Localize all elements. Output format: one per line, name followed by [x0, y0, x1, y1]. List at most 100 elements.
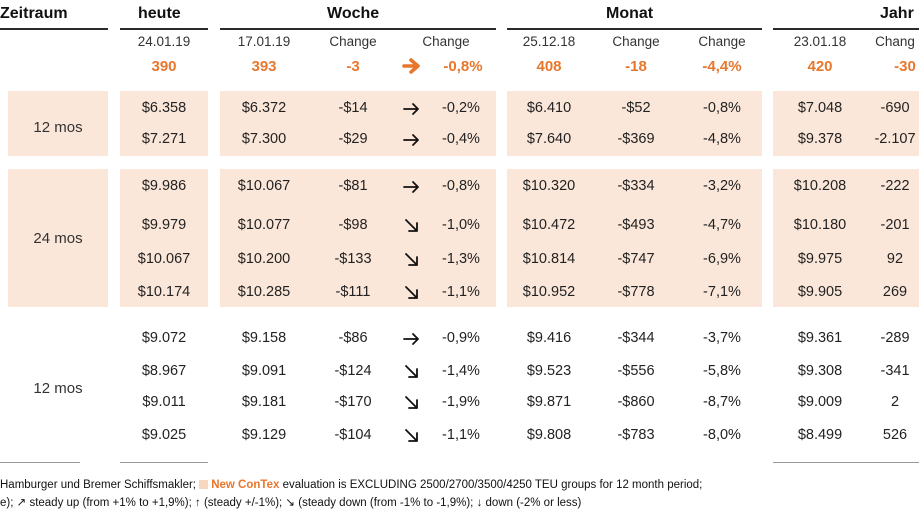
header-woche: Woche: [327, 5, 380, 22]
cell-heute: $7.271: [141, 131, 187, 147]
cell-m-abs: -$344: [617, 330, 655, 346]
cell-w-abs: -$81: [338, 178, 368, 194]
right-arrow-icon: [402, 177, 422, 202]
band-g2-woche: [220, 169, 496, 307]
band-g1-heute: [120, 91, 208, 156]
cell-w-abs: -$29: [338, 131, 368, 147]
cell-m-val: $9.808: [526, 427, 572, 443]
monat-change-abs-label: Change: [612, 34, 660, 49]
band-g1-woche: [220, 91, 496, 156]
header-zeitraum: Zeitraum: [0, 5, 68, 22]
cell-j-abs: 92: [886, 251, 904, 267]
cell-j-abs: 526: [882, 427, 908, 443]
cell-m-pct: -4,8%: [703, 131, 741, 147]
cell-w-val: $10.200: [237, 251, 291, 267]
index-monat-value: 408: [536, 58, 562, 75]
band-g1-jahr: [773, 91, 919, 156]
cell-heute: $10.174: [137, 284, 191, 300]
cell-w-abs: -$111: [335, 284, 371, 300]
cell-w-pct: -1,3%: [442, 251, 480, 267]
footer-brand: New ConTex: [211, 479, 280, 491]
cell-w-val: $7.300: [241, 131, 287, 147]
cell-j-val: $9.975: [797, 251, 843, 267]
cell-heute: $6.358: [141, 100, 187, 116]
band-g1-monat: [507, 91, 762, 156]
cell-m-val: $9.416: [526, 330, 572, 346]
bottom-rule-zeitraum: [0, 462, 80, 463]
footer-source: Hamburger und Bremer Schiffsmakler;: [0, 479, 196, 491]
right-arrow-icon: [402, 99, 422, 124]
header-rule-monat: [507, 28, 762, 30]
cell-heute: $9.011: [142, 394, 186, 410]
cell-m-pct: -8,7%: [703, 394, 741, 410]
cell-m-val: $9.871: [526, 394, 572, 410]
cell-w-pct: -0,8%: [442, 178, 480, 194]
band-g2-monat: [507, 169, 762, 307]
header-rule-woche: [220, 28, 496, 30]
cell-j-val: $7.048: [797, 100, 843, 116]
cell-m-abs: -$783: [617, 427, 655, 443]
cell-heute: $9.986: [141, 178, 187, 194]
band-g2-jahr: [773, 169, 919, 307]
monat-change-pct-label: Change: [698, 34, 746, 49]
cell-m-abs: -$52: [621, 100, 651, 116]
cell-w-val: $9.181: [241, 394, 287, 410]
cell-j-abs: -222: [880, 178, 910, 194]
cell-heute: $9.025: [141, 427, 187, 443]
index-woche-abs: -3: [346, 58, 360, 75]
cell-w-val: $9.158: [241, 330, 287, 346]
cell-m-pct: -8,0%: [703, 427, 741, 443]
index-monat-abs: -18: [625, 58, 647, 75]
cell-j-val: $8.499: [797, 427, 843, 443]
cell-m-abs: -$493: [617, 217, 655, 233]
cell-m-abs: -$556: [617, 363, 655, 379]
cell-w-pct: -1,1%: [442, 427, 480, 443]
down-right-arrow-icon: [402, 362, 422, 387]
band-g1-zeitraum: [8, 91, 108, 156]
cell-w-pct: -0,9%: [442, 330, 480, 346]
cell-w-abs: -$14: [338, 100, 368, 116]
cell-j-abs: -2.107: [874, 131, 916, 147]
cell-j-abs: 269: [882, 284, 908, 300]
index-monat-pct: -4,4%: [702, 58, 742, 75]
index-jahr-abs: -30: [894, 58, 916, 75]
bottom-rule-jahr: [773, 462, 919, 463]
cell-j-abs: -690: [880, 100, 910, 116]
cell-w-val: $10.285: [237, 284, 291, 300]
cell-m-val: $10.814: [522, 251, 576, 267]
group-label-2: 24 mos: [33, 230, 83, 247]
cell-heute: $9.979: [141, 217, 187, 233]
cell-heute: $8.967: [141, 363, 187, 379]
cell-j-val: $9.378: [797, 131, 843, 147]
cell-heute: $9.072: [141, 330, 187, 346]
jahr-date: 23.01.18: [793, 34, 847, 49]
cell-m-pct: -3,2%: [703, 178, 741, 194]
cell-m-val: $10.472: [522, 217, 576, 233]
cell-j-val: $9.009: [797, 394, 843, 410]
cell-m-val: $9.523: [526, 363, 572, 379]
header-heute: heute: [138, 5, 181, 22]
woche-date: 17.01.19: [237, 34, 291, 49]
index-woche-right-arrow-icon: [402, 55, 422, 82]
jahr-change-label: Chang: [875, 34, 915, 49]
woche-change-pct-label: Change: [422, 34, 470, 49]
header-rule-jahr: [773, 28, 919, 30]
footer-line-1: Hamburger und Bremer Schiffsmakler; New …: [0, 479, 702, 491]
group-label-1: 12 mos: [33, 119, 83, 136]
cell-w-abs: -$86: [338, 330, 368, 346]
cell-m-val: $10.952: [522, 284, 576, 300]
cell-m-val: $7.640: [526, 131, 572, 147]
cell-heute: $10.067: [137, 251, 191, 267]
header-rule-zeitraum: [0, 28, 108, 30]
header-monat: Monat: [606, 5, 654, 22]
cell-m-val: $6.410: [526, 100, 572, 116]
cell-m-pct: -0,8%: [703, 100, 741, 116]
monat-date: 25.12.18: [522, 34, 576, 49]
index-heute: 390: [151, 58, 177, 75]
cell-j-val: $9.308: [797, 363, 843, 379]
cell-w-abs: -$133: [334, 251, 372, 267]
cell-j-val: $10.208: [793, 178, 847, 194]
cell-m-abs: -$334: [617, 178, 655, 194]
index-woche-pct: -0,8%: [443, 58, 483, 75]
bottom-rule-heute: [120, 462, 208, 463]
